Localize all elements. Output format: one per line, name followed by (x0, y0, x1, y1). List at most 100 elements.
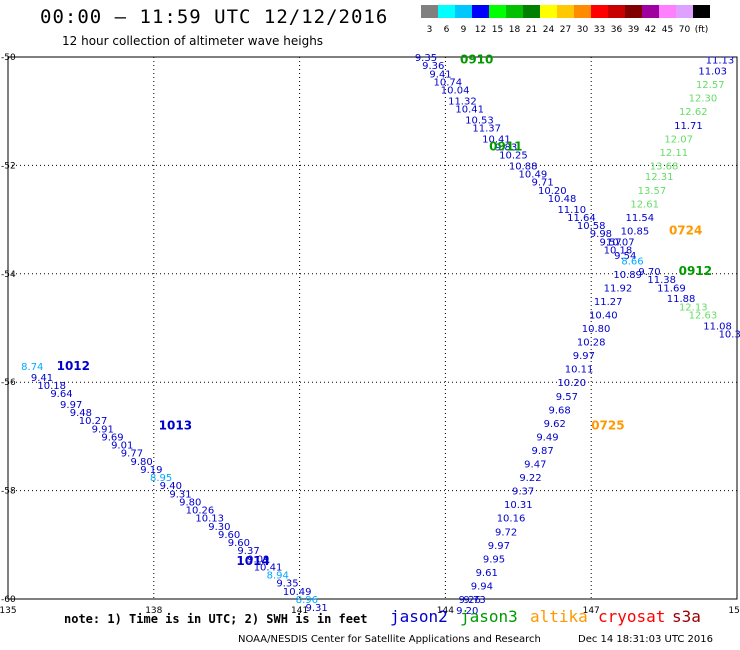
wave-height-value: 9.61 (476, 568, 498, 579)
wave-height-value: 9.01 (111, 441, 133, 452)
pass-label: 1013 (159, 419, 192, 433)
wave-height-value: 9.72 (495, 527, 517, 538)
legend-label: 24 (543, 25, 555, 35)
wave-height-value: 10.41 (482, 134, 511, 145)
wave-height-value: 13.57 (638, 186, 667, 197)
wave-height-value: 10.20 (557, 378, 586, 389)
mission-jason2: jason2 (390, 607, 448, 626)
wave-height-value: 10.49 (519, 170, 548, 181)
x-tick-label: 135 (0, 606, 17, 616)
legend-swatch (455, 5, 472, 18)
wave-height-value: 10.74 (434, 77, 463, 88)
footnote: note: 1) Time is in UTC; 2) SWH is in fe… (64, 612, 368, 626)
wave-height-value: 9.68 (548, 405, 570, 416)
legend-unit: (ft) (695, 25, 709, 35)
wave-height-value: 11.54 (625, 213, 654, 224)
wave-height-value: 9.54 (614, 251, 636, 262)
wave-height-value: 9.19 (140, 465, 162, 476)
pass-label: 0912 (679, 264, 712, 278)
wave-height-value: 9.64 (50, 389, 72, 400)
legend-label: 3 (427, 25, 433, 35)
pass-label: 0910 (460, 53, 493, 67)
wave-height-value: 9.37 (512, 487, 534, 498)
wave-height-value: 8.95 (150, 473, 172, 484)
wave-height-value: 11.03 (698, 67, 727, 78)
x-tick-label: 150 (728, 606, 740, 616)
pass-label: 0911 (489, 139, 522, 153)
legend-label: 70 (679, 25, 691, 35)
wave-height-value: 11.69 (657, 283, 686, 294)
legend-swatch (642, 5, 659, 18)
generated-timestamp: Dec 14 18:31:03 UTC 2016 (578, 634, 713, 645)
wave-height-value: 9.60 (228, 538, 250, 549)
x-tick-label: 147 (583, 606, 600, 616)
wave-height-value: 10.41 (455, 104, 484, 115)
legend-swatch (540, 5, 557, 18)
wave-height-value: 9.48 (70, 408, 92, 419)
wave-height-value: 10.53 (465, 115, 494, 126)
wave-height-value: 10.26 (186, 506, 215, 517)
y-tick-label: -50 (1, 53, 16, 63)
wave-height-value: 9.09 (247, 554, 269, 565)
wave-height-value: 10.41 (254, 562, 283, 573)
wave-height-value: 11.10 (557, 205, 586, 216)
wave-height-value: 10.20 (538, 186, 567, 197)
wave-height-value: 12.63 (689, 310, 718, 321)
wave-height-value: 9.69 (101, 432, 123, 443)
mission-s3a: s3a (672, 607, 701, 626)
wave-height-value: 12.13 (679, 302, 708, 313)
wave-height-value: 10.11 (565, 365, 594, 376)
wave-height-value: 9.31 (305, 603, 327, 614)
wave-height-value: 9.97 (573, 351, 595, 362)
wave-height-value: 10.04 (441, 86, 470, 97)
wave-height-value: 12.62 (679, 107, 708, 118)
wave-height-value: 9.40 (160, 481, 182, 492)
wave-height-value: 9.95 (483, 554, 505, 565)
wave-height-value: 9.73 (463, 595, 485, 606)
wave-height-value: 9.94 (471, 581, 493, 592)
y-tick-label: -60 (1, 595, 16, 605)
wave-height-value: 10.58 (577, 221, 606, 232)
wave-height-value: 10.31 (504, 500, 533, 511)
legend-swatch (676, 5, 693, 18)
legend-label: 27 (560, 25, 571, 35)
wave-height-value: 10.18 (604, 245, 633, 256)
legend-label: 30 (577, 25, 589, 35)
wave-height-value: 11.64 (567, 213, 596, 224)
wave-height-value: 8.96 (296, 595, 318, 606)
pass-label: 1014 (236, 554, 269, 568)
wave-height-value: 9.91 (92, 424, 114, 435)
plot-frame (7, 56, 738, 600)
wave-height-value: 11.08 (703, 321, 732, 332)
legend-label: 12 (475, 25, 486, 35)
y-tick-label: -56 (1, 378, 16, 388)
wave-height-value: 11.27 (594, 297, 623, 308)
wave-height-value: 11.88 (667, 294, 696, 305)
wave-height-value: 9.70 (638, 267, 660, 278)
wave-height-value: 9.57 (556, 392, 578, 403)
wave-height-value: 8.66 (621, 256, 643, 267)
wave-height-value: 11.37 (472, 123, 501, 134)
wave-height-value: 9.57 (600, 237, 622, 248)
wave-height-value: 11.32 (448, 96, 477, 107)
legend-label: 6 (444, 25, 450, 35)
wave-height-value: 9.36 (422, 61, 444, 72)
legend-label: 21 (526, 25, 537, 35)
wave-height-value: 12.07 (664, 134, 693, 145)
legend-swatch (421, 5, 438, 18)
wave-height-value: 12.30 (689, 94, 718, 105)
legend-swatch (693, 5, 710, 18)
legend-swatch (489, 5, 506, 18)
legend-swatch (659, 5, 676, 18)
wave-height-value: 11.13 (706, 56, 735, 67)
wave-height-value: 10.25 (499, 151, 528, 162)
wave-height-value: 12.11 (659, 148, 688, 159)
wave-height-value: 9.62 (544, 419, 566, 430)
wave-height-value: 10.3 (719, 329, 740, 340)
wave-height-value: 11.38 (647, 275, 676, 286)
legend-label: 33 (594, 25, 605, 35)
wave-height-value: 10.07 (606, 237, 635, 248)
wave-height-value: 9.60 (218, 530, 240, 541)
chart-subtitle: 12 hour collection of altimeter wave hei… (62, 34, 324, 48)
